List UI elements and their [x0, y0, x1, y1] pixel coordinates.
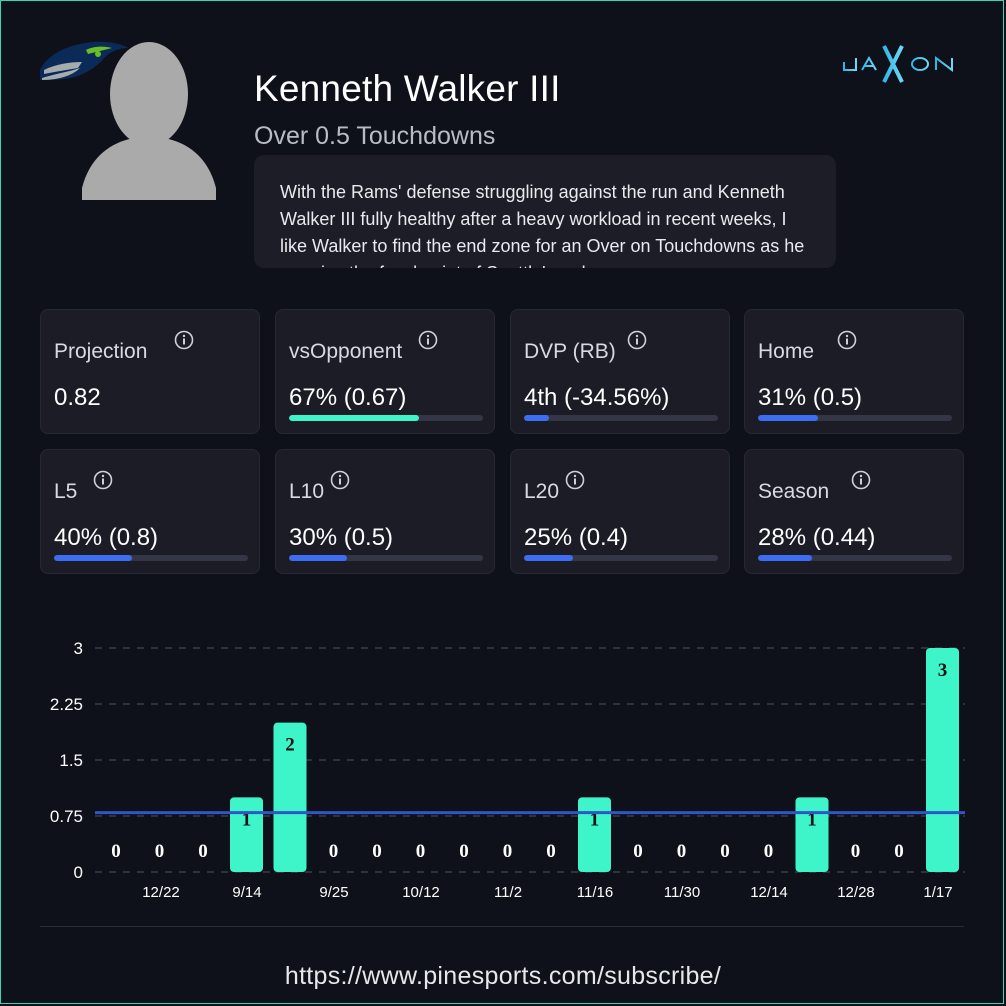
bar-data-label: 0: [329, 841, 339, 862]
progress-fill: [758, 415, 819, 421]
stat-label: Home: [758, 340, 815, 363]
bar-data-label: 0: [677, 841, 687, 862]
progress-fill: [524, 415, 550, 421]
analysis-text: With the Rams' defense struggling agains…: [280, 182, 805, 268]
bar-data-label: 0: [633, 841, 643, 862]
info-icon[interactable]: [837, 330, 857, 350]
info-icon[interactable]: [565, 470, 585, 490]
x-tick-label: 10/12: [402, 884, 440, 901]
x-tick-label: 1/17: [923, 884, 952, 901]
bar-data-label: 1: [807, 809, 817, 830]
progress-fill: [54, 555, 132, 561]
y-tick-label: 0: [74, 863, 83, 882]
stat-label: DVP (RB): [524, 340, 616, 363]
bar-data-label: 0: [372, 841, 382, 862]
x-tick-label: 9/14: [232, 884, 261, 901]
player-avatar: [82, 42, 216, 200]
bar-data-label: 0: [894, 841, 904, 862]
x-tick-label: 12/14: [750, 884, 788, 901]
y-tick-label: 2.25: [50, 695, 83, 714]
bar-data-label: 2: [285, 735, 295, 756]
stat-label: L5: [54, 480, 78, 503]
progress-bar: [289, 415, 483, 421]
prop-line: Over 0.5 Touchdowns: [254, 122, 496, 150]
footer-url[interactable]: https://www.pinesports.com/subscribe/: [284, 962, 722, 990]
bar-data-label: 0: [720, 841, 730, 862]
bar-data-label: 0: [851, 841, 861, 862]
stat-card-l20: L20 25% (0.4): [510, 449, 730, 574]
stat-label: Season: [758, 480, 830, 503]
progress-fill: [289, 415, 419, 421]
info-icon[interactable]: [174, 330, 194, 350]
bar[interactable]: [230, 797, 263, 872]
progress-bar: [289, 555, 483, 561]
progress-bar: [758, 555, 952, 561]
progress-fill: [758, 555, 813, 561]
progress-fill: [289, 555, 348, 561]
stat-card-dvp-rb: DVP (RB) 4th (-34.56%): [510, 309, 730, 434]
bar-data-label: 1: [590, 809, 600, 830]
x-tick-label: 11/30: [664, 884, 700, 901]
bar-data-label: 0: [198, 841, 208, 862]
bar[interactable]: [273, 722, 307, 872]
progress-bar: [524, 555, 718, 561]
bar-data-label: 0: [416, 841, 426, 862]
x-tick-label: 12/22: [142, 884, 180, 901]
stat-card-vsopponent: vsOpponent 67% (0.67): [275, 309, 495, 434]
bar-data-label: 0: [503, 841, 513, 862]
progress-bar: [758, 415, 952, 421]
info-icon[interactable]: [93, 470, 113, 490]
progress-bar: [54, 555, 248, 561]
stat-label: L20: [524, 480, 560, 503]
bar[interactable]: [795, 797, 829, 872]
bar-data-label: 0: [459, 841, 469, 862]
stat-card-l10: L10 30% (0.5): [275, 449, 495, 574]
bar[interactable]: [578, 797, 611, 872]
stat-label: L10: [289, 480, 325, 503]
info-icon[interactable]: [851, 470, 871, 490]
stat-value: 25% (0.4): [524, 524, 629, 551]
player-name: Kenneth Walker III: [254, 68, 561, 109]
stat-card-l5: L5 40% (0.8): [40, 449, 260, 574]
x-tick-label: 9/25: [319, 884, 348, 901]
info-icon[interactable]: [330, 470, 350, 490]
stat-value: 4th (-34.56%): [524, 384, 670, 411]
bar-data-label: 0: [546, 841, 556, 862]
bar-data-label: 3: [938, 660, 948, 681]
y-tick-label: 0.75: [50, 807, 83, 826]
y-tick-label: 1.5: [59, 751, 83, 770]
analysis-box[interactable]: With the Rams' defense struggling agains…: [254, 155, 836, 268]
stat-card-home: Home 31% (0.5): [744, 309, 964, 434]
info-icon[interactable]: [627, 330, 647, 350]
x-tick-label: 11/16: [577, 884, 613, 901]
stat-value: 31% (0.5): [758, 384, 863, 411]
stat-value: 30% (0.5): [289, 524, 394, 551]
bar-data-label: 0: [764, 841, 774, 862]
progress-fill: [524, 555, 573, 561]
stat-value: 0.82: [54, 384, 101, 411]
info-icon[interactable]: [418, 330, 438, 350]
stat-value: 67% (0.67): [289, 384, 407, 411]
y-tick-label: 3: [74, 639, 83, 658]
bar[interactable]: [926, 648, 959, 872]
bar-data-label: 0: [155, 841, 165, 862]
touchdown-history-chart: 3 2.25 1.5 0.75 0 0 0 0 1 2 0 0 0 0 0 0 1 0 0 0 0 1 0 0 3 12/22 9/…: [50, 639, 965, 901]
team-logo-icon: [40, 41, 128, 80]
stat-card-season: Season 28% (0.44): [744, 449, 964, 574]
jaxon-logo-icon: [843, 45, 953, 83]
bar-data-label: 0: [111, 841, 121, 862]
x-tick-label: 11/2: [494, 884, 522, 901]
stat-label: Projection: [54, 340, 148, 363]
bar-data-label: 1: [242, 809, 252, 830]
stat-value: 28% (0.44): [758, 524, 876, 551]
stat-card-projection: Projection 0.82: [40, 309, 260, 434]
stat-value: 40% (0.8): [54, 524, 159, 551]
x-tick-label: 12/28: [837, 884, 875, 901]
divider: [40, 926, 964, 927]
progress-bar: [524, 415, 718, 421]
stat-label: vsOpponent: [289, 340, 403, 363]
